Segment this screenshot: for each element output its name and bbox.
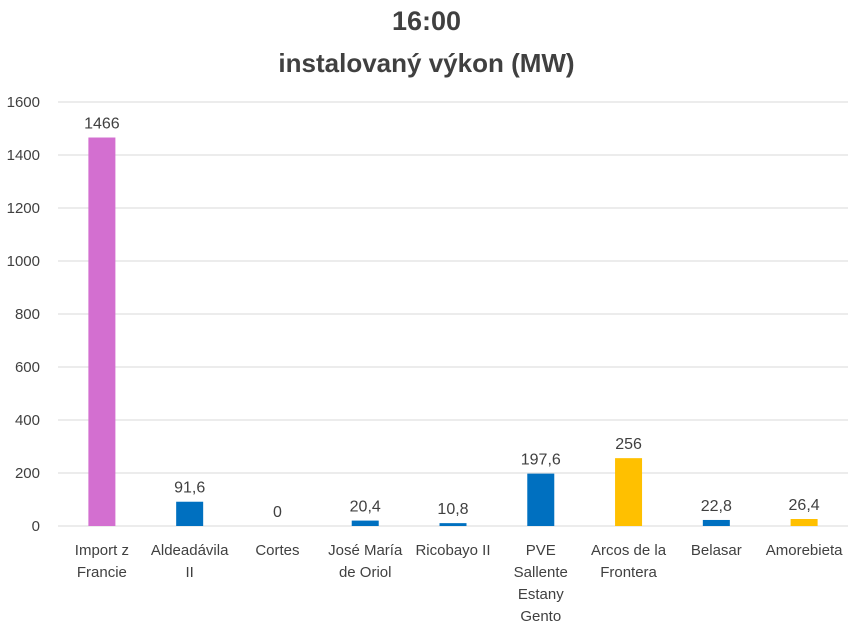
bars	[88, 137, 818, 526]
category-label: Ricobayo II	[415, 542, 490, 559]
y-tick-label: 200	[15, 465, 40, 482]
category-label: Cortes	[255, 542, 299, 559]
bar	[790, 519, 818, 526]
category-label-line: Amorebieta	[766, 542, 843, 559]
chart-title: 16:00	[391, 6, 462, 36]
category-label: Amorebieta	[766, 542, 843, 559]
y-tick-label: 0	[32, 518, 40, 535]
chart-subtitle: instalovaný výkon (MW)	[278, 48, 575, 78]
data-label: 0	[273, 504, 282, 521]
category-label-line: Frontera	[600, 564, 657, 581]
category-label-line: II	[185, 564, 193, 581]
data-labels: 1466 91,6 0 20,4 10,8 197,6 256 22,8 26,4	[84, 116, 820, 521]
data-label: 26,4	[789, 497, 820, 514]
category-label: Aldeadávila II	[151, 542, 229, 581]
category-label-line: Estany	[518, 586, 564, 603]
data-label: 1466	[84, 116, 120, 133]
category-label-line: de Oriol	[339, 564, 392, 581]
data-label: 10,8	[437, 501, 468, 518]
bar	[702, 519, 730, 526]
data-label: 91,6	[174, 480, 205, 497]
bar	[615, 458, 643, 526]
category-label-line: Import z	[75, 542, 129, 559]
bar	[88, 137, 116, 526]
category-label: Import z Francie	[75, 542, 129, 581]
category-label-line: José María	[328, 542, 403, 559]
y-tick-label: 1200	[7, 200, 40, 217]
category-label-line: Gento	[520, 608, 561, 625]
category-label-line: Sallente	[514, 564, 568, 581]
bar	[439, 523, 467, 526]
category-label-line: Arcos de la	[591, 542, 667, 559]
category-label-line: PVE	[526, 542, 556, 559]
y-axis-tick-labels: 0 200 400 600 800 1000 1200 1400 1600	[7, 94, 40, 535]
category-label: José María de Oriol	[328, 542, 403, 581]
bar	[351, 520, 379, 526]
category-label: PVE Sallente Estany Gento	[514, 542, 568, 625]
bar	[527, 473, 555, 526]
category-label: Arcos de la Frontera	[591, 542, 667, 581]
y-tick-label: 400	[15, 412, 40, 429]
y-tick-label: 1400	[7, 147, 40, 164]
data-label: 197,6	[521, 452, 561, 469]
category-label-line: Ricobayo II	[415, 542, 490, 559]
y-tick-label: 800	[15, 306, 40, 323]
data-label: 20,4	[350, 499, 381, 516]
y-tick-label: 1600	[7, 94, 40, 111]
category-label: Belasar	[691, 542, 742, 559]
y-tick-label: 600	[15, 359, 40, 376]
category-label-line: Aldeadávila	[151, 542, 229, 559]
category-label-line: Belasar	[691, 542, 742, 559]
category-label-line: Francie	[77, 564, 127, 581]
data-label: 256	[615, 436, 642, 453]
gridlines	[58, 101, 848, 527]
x-axis-category-labels: Import z Francie Aldeadávila II Cortes José M…	[75, 542, 843, 625]
bar	[176, 501, 204, 526]
y-tick-label: 1000	[7, 253, 40, 270]
data-label: 22,8	[701, 498, 732, 515]
category-label-line: Cortes	[255, 542, 299, 559]
